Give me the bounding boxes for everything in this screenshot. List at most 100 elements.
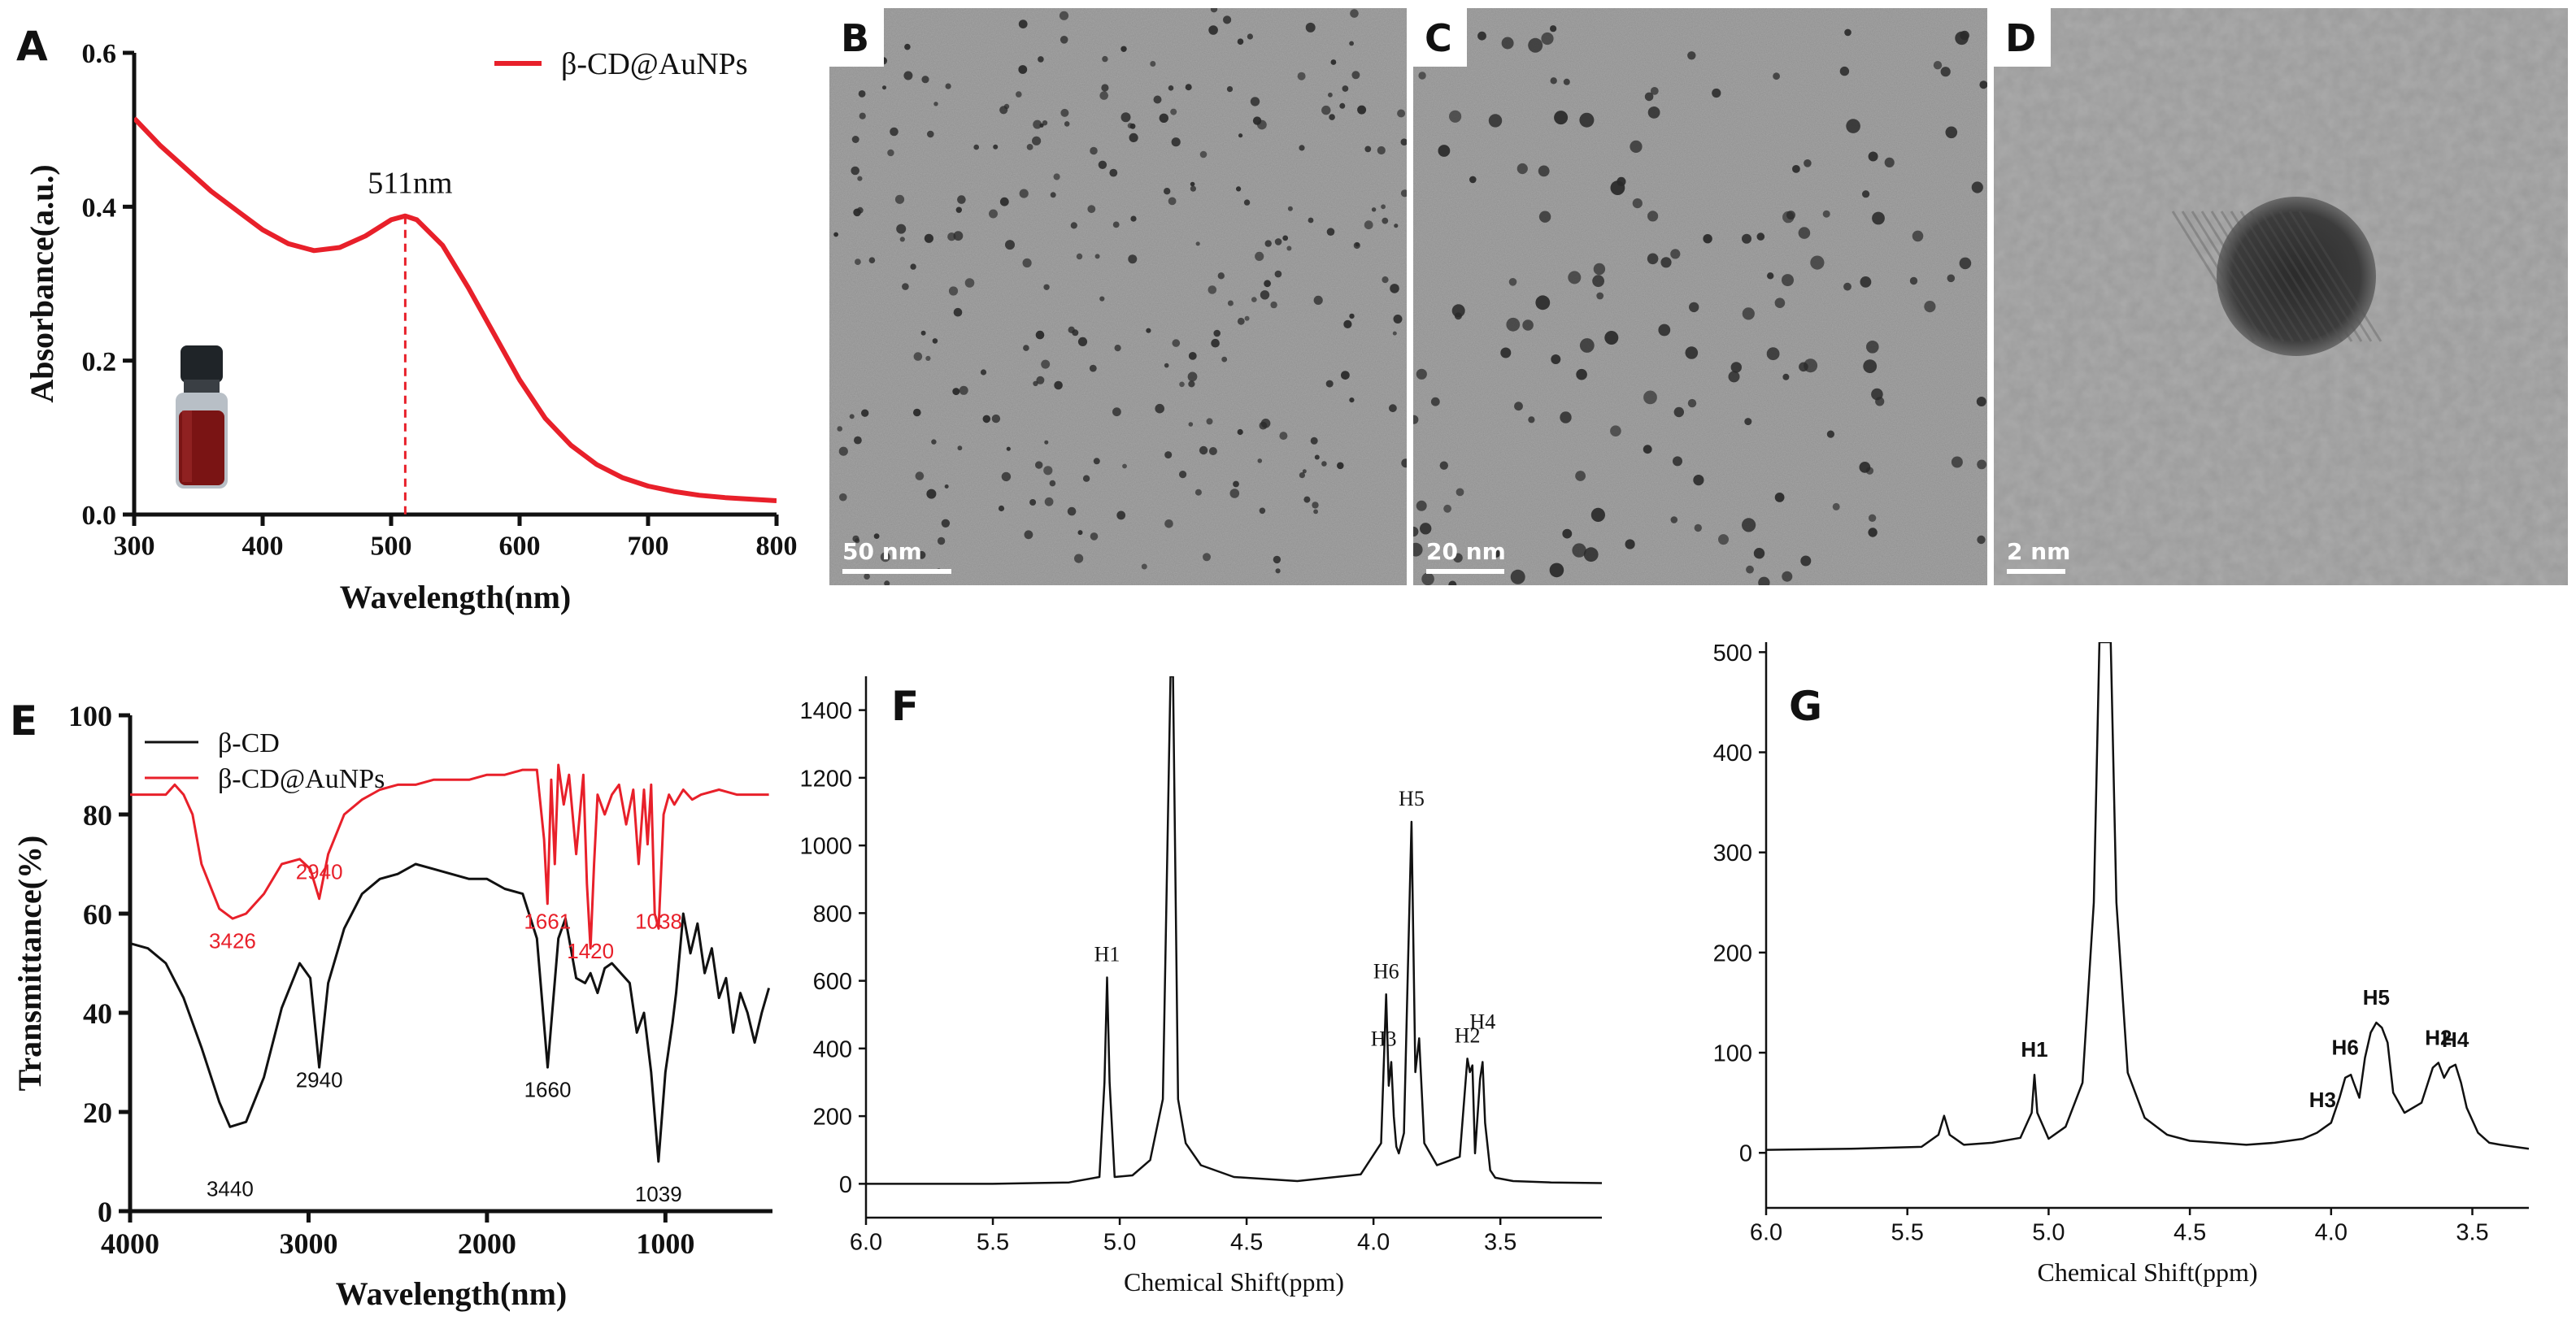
nanoparticle	[1650, 87, 1659, 95]
nanoparticle	[1390, 284, 1399, 293]
lattice-fringe	[2239, 211, 2324, 342]
nanoparticle	[1951, 456, 1963, 468]
x-tick-label: 700	[628, 532, 669, 562]
scale-bar-d	[2007, 569, 2065, 574]
nanoparticle	[1038, 56, 1044, 63]
nanoparticle	[1590, 507, 1605, 523]
nanoparticle	[941, 519, 951, 528]
nanoparticle	[1550, 25, 1557, 33]
panel-letter-e: E	[10, 697, 38, 745]
tem-c-label: C	[1413, 8, 1467, 67]
lattice-fringe	[2298, 211, 2382, 342]
peak-annotation: 1660	[524, 1078, 572, 1102]
nanoparticle	[1909, 276, 1918, 285]
x-tick-label: 400	[242, 532, 284, 562]
tem-b-label: B	[829, 8, 885, 67]
nanoparticle	[1053, 173, 1060, 180]
nanoparticle	[948, 286, 959, 296]
nanoparticle	[880, 552, 890, 562]
nanoparticle	[1120, 46, 1127, 52]
nanoparticle	[1439, 461, 1448, 470]
series-line-0	[866, 676, 1602, 1185]
nanoparticle	[1260, 419, 1271, 428]
nanoparticle	[851, 136, 859, 143]
nanoparticle	[1168, 197, 1177, 206]
nanoparticle	[1326, 228, 1335, 237]
nanoparticle	[1979, 80, 1987, 89]
nanoparticle	[1516, 163, 1528, 175]
legend-label: β-CD@AuNPs	[561, 47, 748, 81]
nanoparticle	[849, 414, 855, 419]
nanoparticle	[1252, 116, 1262, 125]
nanoparticle	[927, 130, 934, 138]
nanoparticle	[1400, 189, 1407, 198]
nanoparticle	[1773, 72, 1780, 80]
nanoparticle	[917, 550, 926, 559]
nanoparticle	[859, 112, 866, 119]
nanoparticle	[1171, 137, 1181, 147]
nanoparticle	[1170, 108, 1177, 115]
nanoparticle	[1303, 496, 1311, 503]
nanoparticle	[1342, 85, 1349, 92]
tem-d-micrograph	[1994, 8, 2568, 585]
nanoparticle	[1250, 97, 1260, 106]
nanoparticle	[1394, 224, 1399, 228]
nanoparticle	[1328, 92, 1333, 98]
nanoparticle	[1049, 480, 1056, 487]
nanoparticle	[1314, 454, 1320, 460]
nanoparticle	[1694, 523, 1702, 532]
peak-label: H6	[1373, 959, 1399, 983]
nanoparticle	[1082, 475, 1090, 482]
nanoparticle	[1310, 436, 1318, 445]
nanoparticle	[1514, 402, 1523, 411]
y-tick-label: 200	[813, 1105, 852, 1131]
tem-b-micrograph	[829, 8, 1407, 585]
nanoparticle	[1337, 462, 1344, 470]
nanoparticle	[1744, 418, 1752, 426]
nanoparticle	[1341, 371, 1350, 380]
nanoparticle	[861, 409, 869, 417]
nanoparticle	[1401, 458, 1407, 468]
y-tick-label: 1200	[799, 766, 852, 792]
nanoparticle	[1746, 565, 1754, 574]
nanoparticle	[1155, 403, 1164, 414]
nanoparticle	[952, 388, 960, 396]
nanoparticle	[857, 176, 863, 181]
tem-noise	[829, 8, 1407, 585]
nanoparticle	[1122, 463, 1127, 469]
nanoparticle	[910, 263, 916, 270]
lattice-fringe	[2171, 211, 2256, 342]
nanoparticle	[1742, 307, 1755, 320]
x-tick-label: 500	[371, 532, 412, 562]
nanoparticle	[1101, 84, 1109, 92]
nanoparticle	[1687, 398, 1697, 408]
nanoparticle	[1329, 114, 1335, 120]
nanoparticle	[1018, 65, 1028, 74]
chart-a: 0.0 0.2 0.4 0.6 300 400 500 600 700 800 Wavelength…	[24, 39, 798, 615]
nanoparticle	[980, 369, 987, 376]
nanoparticle	[1382, 217, 1389, 224]
x-tick-label: 6.0	[1750, 1219, 1782, 1245]
nanoparticle	[1718, 534, 1729, 545]
nanoparticle	[1940, 67, 1951, 77]
nanoparticle	[973, 144, 979, 150]
nanoparticle	[1647, 253, 1659, 265]
peak-annotation: 1039	[635, 1182, 682, 1206]
nanoparticle	[1868, 528, 1878, 537]
nanoparticle	[1868, 151, 1878, 162]
nanoparticle	[1421, 572, 1434, 585]
nanoparticle	[1188, 352, 1197, 360]
y-axis-label: Transmittance(%)	[11, 836, 48, 1092]
nanoparticle	[1658, 324, 1671, 337]
nanoparticle	[1647, 106, 1660, 119]
x-tick-label: 1000	[636, 1227, 694, 1260]
nanoparticle	[1094, 254, 1100, 259]
peak-annotation: 3440	[207, 1177, 254, 1201]
peak-label: H6	[2332, 1036, 2359, 1060]
nanoparticle	[1554, 111, 1569, 125]
nanoparticle	[1188, 380, 1195, 388]
x-tick-label: 5.0	[2032, 1219, 2065, 1245]
nanoparticle	[1001, 471, 1012, 482]
nanoparticle	[1237, 317, 1245, 325]
panel-letter-g: G	[1789, 683, 1823, 730]
